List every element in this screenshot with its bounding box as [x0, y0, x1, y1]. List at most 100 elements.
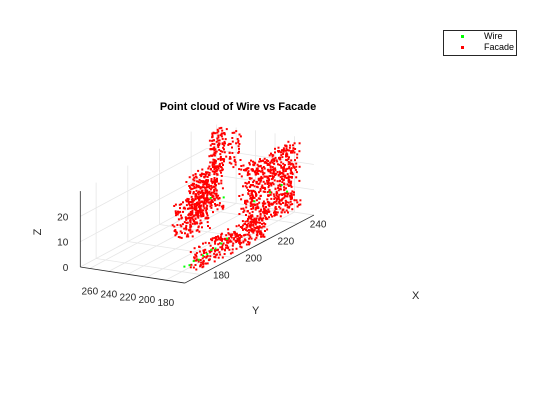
- facade-point: [217, 136, 220, 139]
- facade-point: [187, 217, 190, 220]
- facade-point: [218, 162, 221, 165]
- facade-point: [267, 204, 270, 206]
- facade-point: [252, 220, 255, 223]
- facade-point: [287, 211, 289, 214]
- facade-point: [252, 190, 255, 193]
- facade-point: [272, 175, 274, 178]
- facade-point: [283, 165, 286, 168]
- facade-point: [286, 149, 289, 152]
- facade-point: [286, 167, 289, 170]
- facade-point: [251, 215, 254, 218]
- facade-point: [218, 251, 221, 254]
- side-wall-gridline-z: [80, 198, 208, 268]
- facade-point: [211, 136, 214, 139]
- wire-point: [197, 258, 200, 261]
- facade-point: [288, 149, 291, 152]
- facade-point: [226, 244, 229, 247]
- facade-point: [171, 224, 174, 227]
- facade-point: [275, 208, 278, 211]
- facade-point: [187, 207, 189, 210]
- facade-point: [289, 176, 292, 179]
- facade-point: [191, 187, 194, 190]
- facade-point: [221, 129, 224, 132]
- facade-point: [249, 229, 252, 232]
- facade-point: [199, 259, 202, 261]
- facade-point: [179, 210, 182, 213]
- facade-point: [270, 213, 272, 216]
- facade-point: [205, 251, 208, 254]
- facade-point: [238, 150, 240, 153]
- facade-point: [248, 163, 251, 166]
- facade-point: [209, 251, 212, 254]
- facade-point: [277, 187, 280, 189]
- facade-point: [191, 182, 194, 185]
- wire-point: [183, 265, 186, 268]
- facade-point: [255, 206, 258, 209]
- facade-point: [235, 241, 238, 243]
- facade-point: [220, 175, 223, 177]
- facade-point: [278, 163, 281, 166]
- facade-point: [236, 240, 239, 242]
- facade-point: [213, 249, 216, 251]
- facade-point: [245, 206, 248, 209]
- facade-point: [206, 183, 209, 186]
- facade-point: [192, 174, 195, 177]
- facade-point: [191, 207, 194, 210]
- facade-point: [186, 217, 189, 220]
- facade-point: [263, 167, 266, 170]
- facade-point: [218, 202, 221, 205]
- facade-point: [259, 232, 262, 235]
- facade-point: [273, 195, 276, 198]
- facade-point: [206, 191, 209, 194]
- facade-point: [252, 219, 255, 222]
- facade-point: [274, 169, 277, 172]
- facade-point: [266, 168, 269, 171]
- facade-point: [290, 197, 293, 200]
- facade-point: [215, 196, 218, 199]
- facade-point: [296, 205, 299, 208]
- facade-point: [189, 210, 192, 213]
- facade-point: [223, 148, 225, 151]
- facade-point: [234, 161, 237, 164]
- facade-point: [259, 213, 262, 216]
- floor-gridline-y: [127, 205, 256, 275]
- facade-point: [189, 219, 192, 222]
- facade-point: [275, 192, 278, 195]
- facade-point: [190, 203, 193, 206]
- facade-point: [248, 185, 251, 188]
- facade-point: [270, 197, 273, 200]
- facade-point: [217, 146, 220, 148]
- facade-point: [271, 172, 274, 175]
- facade-point: [240, 175, 243, 178]
- facade-point: [175, 231, 178, 234]
- facade-point: [217, 165, 220, 168]
- facade-point: [258, 197, 261, 200]
- facade-point: [241, 193, 244, 196]
- facade-point: [288, 161, 291, 164]
- facade-point: [263, 235, 266, 238]
- facade-point: [249, 236, 252, 239]
- wire-point: [210, 249, 213, 251]
- facade-point: [193, 176, 196, 179]
- y-tick-label: 240: [100, 289, 117, 300]
- facade-point: [274, 156, 277, 159]
- facade-point: [249, 177, 251, 180]
- facade-point: [237, 151, 240, 154]
- facade-point: [263, 190, 266, 193]
- facade-point: [206, 214, 209, 217]
- wire-point: [214, 247, 217, 250]
- facade-point: [223, 151, 226, 154]
- facade-point: [261, 219, 264, 222]
- facade-point: [257, 230, 260, 233]
- facade-point: [245, 182, 248, 185]
- facade-point: [173, 230, 176, 232]
- facade-point: [295, 162, 298, 165]
- facade-point: [299, 203, 302, 206]
- facade-point: [192, 266, 195, 269]
- facade-point: [177, 211, 180, 214]
- facade-point: [191, 235, 194, 238]
- facade-point: [243, 234, 246, 237]
- legend: Wire Facade: [443, 30, 517, 56]
- y-axis-label: Y: [252, 305, 260, 317]
- facade-point: [282, 162, 285, 165]
